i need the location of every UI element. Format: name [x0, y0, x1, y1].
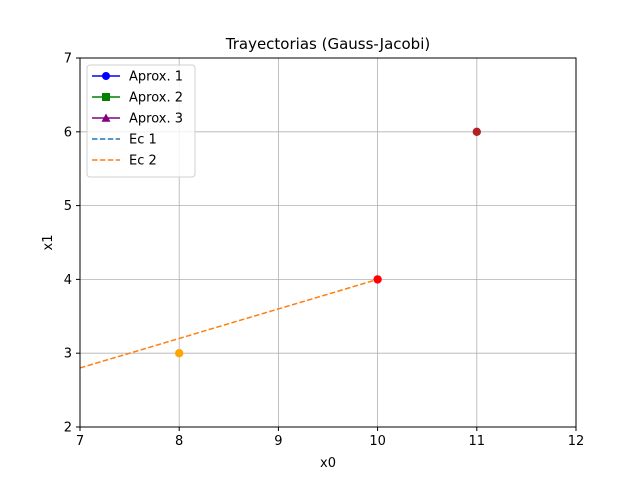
- data-point: [373, 275, 382, 284]
- legend-entry-aprox-3: Aprox. 3: [129, 112, 183, 127]
- legend-entry-aprox-2: Aprox. 2: [129, 91, 183, 106]
- y-tick-label: 5: [64, 199, 72, 214]
- legend-entry-aprox-1: Aprox. 1: [129, 70, 183, 85]
- y-tick-label: 2: [64, 421, 72, 436]
- ticks: 7 8 9 10 11 12 2 3 4 5 6 7: [64, 52, 585, 450]
- y-axis-label: x1: [41, 235, 56, 251]
- plot-lines: [79, 278, 378, 369]
- grid: [79, 57, 577, 428]
- legend: Aprox. 1 Aprox. 2 Aprox. 3 Ec 1 Ec 2: [86, 64, 196, 178]
- legend-marker-circle-icon: [102, 72, 110, 80]
- x-tick-label: 10: [369, 434, 386, 449]
- x-tick-label: 8: [175, 434, 183, 449]
- y-tick-label: 3: [64, 347, 72, 362]
- y-tick-label: 4: [64, 273, 72, 288]
- x-axis-label: x0: [320, 456, 336, 471]
- plot-points: [175, 127, 481, 358]
- legend-box: [86, 64, 196, 178]
- y-tick-label: 6: [64, 125, 72, 140]
- y-tick-label: 7: [64, 52, 72, 67]
- x-tick-label: 12: [568, 434, 585, 449]
- axes-frame: [79, 57, 577, 428]
- legend-entry-ec-2: Ec 2: [129, 154, 157, 169]
- series-line-ec-2: [79, 278, 378, 369]
- legend-entry-ec-1: Ec 1: [129, 133, 157, 148]
- legend-marker-triangle-icon: [101, 113, 111, 122]
- chart-title: Trayectorias (Gauss-Jacobi): [225, 35, 430, 53]
- x-tick-label: 11: [469, 434, 486, 449]
- legend-marker-square-icon: [102, 93, 110, 101]
- data-point: [472, 127, 481, 136]
- x-tick-label: 9: [274, 434, 282, 449]
- data-point: [175, 349, 184, 358]
- x-tick-label: 7: [76, 434, 84, 449]
